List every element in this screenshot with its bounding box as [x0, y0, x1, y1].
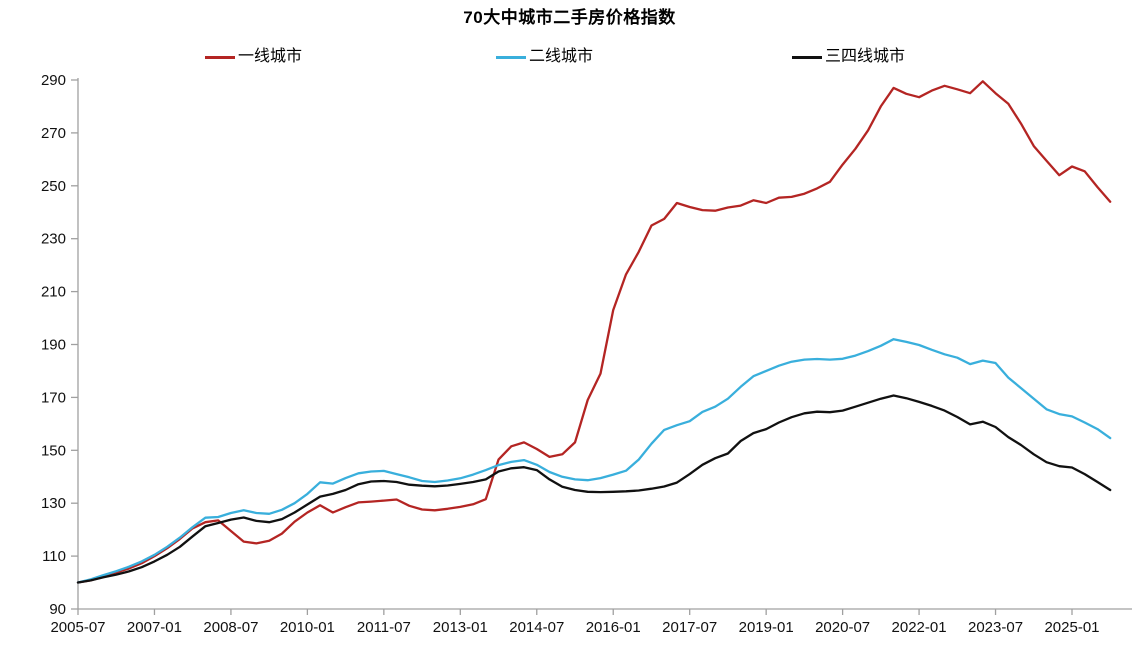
x-tick-label: 2011-07: [357, 619, 411, 636]
y-tick-label: 230: [41, 231, 66, 248]
y-tick-label: 170: [41, 389, 66, 406]
x-tick-label: 2023-07: [968, 619, 1023, 636]
x-tick-label: 2017-07: [662, 619, 717, 636]
legend-label-third-fourth-tier: 三四线城市: [825, 48, 906, 65]
y-tick-label: 210: [41, 284, 66, 301]
x-tick-label: 2008-07: [203, 619, 258, 636]
x-tick-label: 2014-07: [509, 619, 564, 636]
y-tick-label: 150: [41, 442, 66, 459]
legend-line-first-tier-icon: [205, 55, 235, 59]
chart-title: 70大中城市二手房价格指数: [463, 8, 676, 27]
y-tick-label: 190: [41, 337, 66, 354]
legend-item-second-tier: 二线城市: [496, 49, 593, 65]
x-tick-label: 2016-01: [586, 619, 641, 636]
legend-line-third-fourth-tier-icon: [792, 55, 822, 59]
x-tick-label: 2019-01: [739, 619, 794, 636]
y-tick-label: 110: [42, 548, 66, 565]
legend-label-first-tier: 一线城市: [238, 48, 303, 65]
x-tick-label: 2013-01: [433, 619, 488, 636]
series-line-first-tier: [76, 80, 1112, 584]
y-tick-label: 90: [49, 601, 66, 618]
x-tick-label: 2005-07: [50, 619, 105, 636]
x-tick-label: 2007-01: [127, 619, 182, 636]
y-tick-label: 290: [41, 72, 66, 89]
x-tick-label: 2010-01: [280, 619, 335, 636]
series-line-second-tier: [76, 338, 1112, 584]
legend-item-third-fourth-tier: 三四线城市: [792, 49, 905, 65]
x-tick-label: 2020-07: [815, 619, 870, 636]
x-tick-label: 2022-01: [892, 619, 947, 636]
legend-line-second-tier-icon: [496, 55, 526, 59]
x-tick-label: 2025-01: [1044, 619, 1099, 636]
legend-label-second-tier: 二线城市: [529, 48, 594, 65]
y-tick-label: 250: [41, 178, 66, 195]
legend-item-first-tier: 一线城市: [205, 49, 302, 65]
y-tick-label: 270: [41, 125, 66, 142]
series-line-third-fourth-tier: [76, 394, 1112, 584]
y-tick-label: 130: [41, 495, 66, 512]
